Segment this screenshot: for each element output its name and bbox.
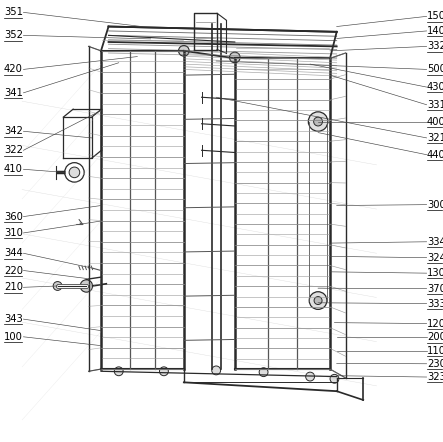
Text: 342: 342 xyxy=(4,126,23,136)
Text: 351: 351 xyxy=(4,8,23,17)
Circle shape xyxy=(314,117,323,126)
Circle shape xyxy=(309,292,327,309)
Text: 360: 360 xyxy=(4,212,23,221)
Text: 400: 400 xyxy=(427,117,443,126)
Circle shape xyxy=(53,282,62,290)
Text: 410: 410 xyxy=(4,164,23,174)
Text: 140: 140 xyxy=(427,26,443,36)
Circle shape xyxy=(114,367,123,376)
Circle shape xyxy=(80,280,93,292)
Text: 370: 370 xyxy=(427,284,443,293)
Circle shape xyxy=(308,112,328,131)
Circle shape xyxy=(159,367,168,376)
Text: 120: 120 xyxy=(427,319,443,328)
Circle shape xyxy=(212,366,221,375)
Text: 420: 420 xyxy=(4,65,23,74)
Circle shape xyxy=(306,372,315,381)
Text: 333: 333 xyxy=(427,299,443,309)
Text: 220: 220 xyxy=(4,266,23,275)
Text: 343: 343 xyxy=(4,314,23,324)
Circle shape xyxy=(229,52,240,63)
Text: 300: 300 xyxy=(427,200,443,210)
Text: 322: 322 xyxy=(4,145,23,155)
Circle shape xyxy=(259,368,268,377)
Text: 110: 110 xyxy=(427,346,443,355)
Text: 344: 344 xyxy=(4,248,23,258)
Text: 150: 150 xyxy=(427,11,443,21)
Text: 200: 200 xyxy=(427,332,443,342)
Circle shape xyxy=(179,46,189,56)
Circle shape xyxy=(314,297,322,305)
Text: 352: 352 xyxy=(4,30,23,40)
Text: 100: 100 xyxy=(4,332,23,342)
Circle shape xyxy=(330,374,339,383)
Text: 230: 230 xyxy=(427,359,443,369)
Text: 210: 210 xyxy=(4,282,23,292)
Text: 321: 321 xyxy=(427,133,443,143)
Text: 310: 310 xyxy=(4,228,23,238)
Text: 323: 323 xyxy=(427,372,443,382)
Text: 130: 130 xyxy=(427,268,443,278)
Text: 324: 324 xyxy=(427,253,443,263)
Text: 332: 332 xyxy=(427,42,443,51)
Text: 440: 440 xyxy=(427,150,443,160)
Text: 331: 331 xyxy=(427,100,443,110)
Circle shape xyxy=(69,167,80,178)
Text: 500: 500 xyxy=(427,65,443,74)
Text: 334: 334 xyxy=(427,237,443,247)
Text: 430: 430 xyxy=(427,82,443,92)
Text: 341: 341 xyxy=(4,88,23,98)
